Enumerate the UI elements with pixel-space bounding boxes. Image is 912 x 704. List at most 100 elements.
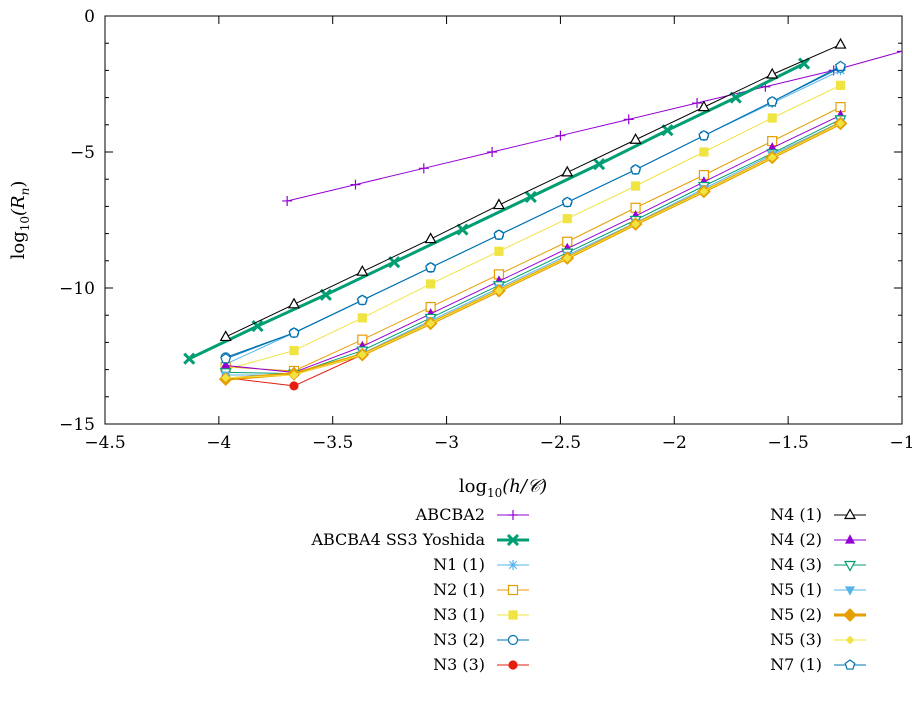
- x-tick-label: −3: [434, 433, 459, 453]
- plot-frame: [104, 15, 903, 425]
- series-n4-2: [220, 109, 846, 376]
- data-point-n4-1: [287, 297, 301, 309]
- y-tick-label: −5: [70, 143, 95, 163]
- data-point-n3-1: [357, 313, 367, 323]
- data-point-n7-1: [835, 60, 846, 71]
- data-point-abcba2: [555, 130, 566, 141]
- legend-label: N5 (1): [770, 580, 822, 599]
- series-layer: [183, 37, 902, 391]
- series-line-n5-2: [225, 122, 842, 381]
- data-point-n5-3: [357, 350, 367, 359]
- legend-swatch-marker: [508, 660, 518, 670]
- legend-entry-n3-3: N3 (3): [433, 655, 529, 674]
- legend-entry-n4-3: N4 (3): [770, 555, 866, 574]
- series-n5-3: [221, 119, 845, 383]
- data-point-n3-1: [494, 246, 504, 256]
- data-point-n3-1: [835, 80, 846, 90]
- x-tick-label: −4: [206, 433, 231, 453]
- legend-label: N7 (1): [770, 655, 822, 674]
- legend-entry-n5-1: N5 (1): [770, 580, 866, 599]
- legend-entry-n3-2: N3 (2): [433, 630, 529, 649]
- legend-entry-n5-3: N5 (3): [770, 630, 866, 649]
- legend-entry-n4-1: N4 (1): [770, 505, 866, 524]
- data-point-n3-1: [767, 113, 777, 123]
- legend-entry-n2-1: N2 (1): [433, 580, 529, 599]
- data-point-abcba2: [282, 195, 293, 206]
- data-point-abcba4-ss3-yoshida: [251, 320, 264, 333]
- series-n3-3: [221, 118, 846, 391]
- plot-area: [104, 15, 903, 425]
- legend-swatch-marker: [845, 534, 855, 544]
- data-point-n7-1: [425, 261, 437, 273]
- series-line-n3-2: [225, 67, 841, 358]
- data-point-abcba2: [623, 114, 634, 125]
- legend-label: N5 (3): [770, 630, 822, 649]
- data-point-n5-3: [221, 373, 231, 383]
- data-point-abcba2: [692, 98, 703, 109]
- data-point-n7-1: [288, 327, 300, 338]
- legend-label: N5 (2): [770, 605, 822, 624]
- legend-label: N2 (1): [433, 580, 485, 599]
- series-abcba2: [282, 46, 902, 206]
- data-point-abcba4-ss3-yoshida: [183, 352, 196, 365]
- data-point-n3-1: [289, 345, 299, 356]
- legend-label: N1 (1): [433, 555, 485, 574]
- data-point-n4-1: [492, 198, 505, 210]
- series-line-n7-1: [225, 65, 841, 360]
- data-point-n4-1: [629, 133, 642, 144]
- data-point-n4-1: [766, 67, 779, 79]
- x-tick-label: −3.5: [312, 433, 353, 453]
- data-point-n7-1: [356, 294, 368, 305]
- legend-entry-n5-2: N5 (2): [770, 605, 866, 624]
- series-n7-1: [220, 60, 846, 364]
- data-point-n5-3: [631, 219, 640, 229]
- legend-swatch-marker: [507, 584, 519, 596]
- data-point-abcba4-ss3-yoshida: [593, 158, 606, 171]
- legend-swatch-marker: [506, 533, 520, 547]
- data-point-n4-1: [834, 37, 847, 49]
- data-point-abcba4-ss3-yoshida: [729, 91, 742, 104]
- series-line-abcba4-ss3-yoshida: [188, 62, 805, 361]
- data-point-n4-1: [697, 100, 710, 112]
- legend-entry-n4-2: N4 (2): [770, 530, 866, 549]
- data-point-abcba4-ss3-yoshida: [319, 288, 332, 301]
- legend-swatch-marker: [843, 508, 857, 520]
- legend-entry-abcba4-ss3-yoshida: ABCBA4 SS3 Yoshida: [310, 530, 529, 549]
- legend-label: N4 (2): [770, 530, 822, 549]
- legend-entry-n1-1: N1 (1): [433, 555, 529, 574]
- x-tick-label: −1: [889, 433, 912, 453]
- y-tick-label: −15: [59, 415, 95, 435]
- series-line-n3-3: [225, 122, 841, 387]
- legend-swatch-marker: [508, 610, 518, 620]
- series-line-n5-3: [225, 122, 841, 379]
- data-point-n7-1: [220, 352, 232, 364]
- data-point-n3-1: [426, 279, 436, 289]
- x-tick-label: −2: [662, 433, 687, 453]
- data-point-n3-1: [630, 181, 641, 191]
- data-point-abcba2: [487, 147, 498, 157]
- series-n4-3: [219, 115, 847, 381]
- y-tick-label: −10: [59, 279, 95, 299]
- series-line-n4-2: [225, 114, 841, 373]
- series-line-n3-1: [225, 84, 841, 371]
- data-point-n3-3: [289, 381, 299, 391]
- legend: ABCBA2 ABCBA4 SS3 Yoshida N1 (1) N2 (1) N3 (…: [310, 505, 866, 674]
- legend-label: N4 (3): [770, 555, 822, 574]
- legend-swatch-marker: [844, 659, 856, 670]
- legend-entry-n7-1: N7 (1): [770, 655, 866, 674]
- data-point-abcba4-ss3-yoshida: [661, 124, 674, 137]
- legend-swatch-marker: [843, 560, 857, 572]
- legend-swatch-marker: [508, 510, 518, 520]
- data-point-abcba4-ss3-yoshida: [798, 57, 811, 70]
- series-line-n4-1: [225, 44, 841, 338]
- x-axis-label: log10(h/𝒞): [459, 476, 547, 500]
- data-point-n5-3: [562, 253, 572, 263]
- ticks-layer: −4.5 −4 −3.5 −3 −2.5 −2 −1.5 −10−5−10−15: [59, 7, 912, 453]
- data-point-n7-1: [630, 163, 642, 175]
- legend-swatch-marker: [507, 634, 519, 646]
- legend-label: N3 (3): [433, 655, 485, 674]
- x-tick-label: −1.5: [768, 433, 809, 453]
- y-axis-label: log10(Rn): [8, 181, 32, 260]
- series-line-abcba2: [287, 50, 902, 202]
